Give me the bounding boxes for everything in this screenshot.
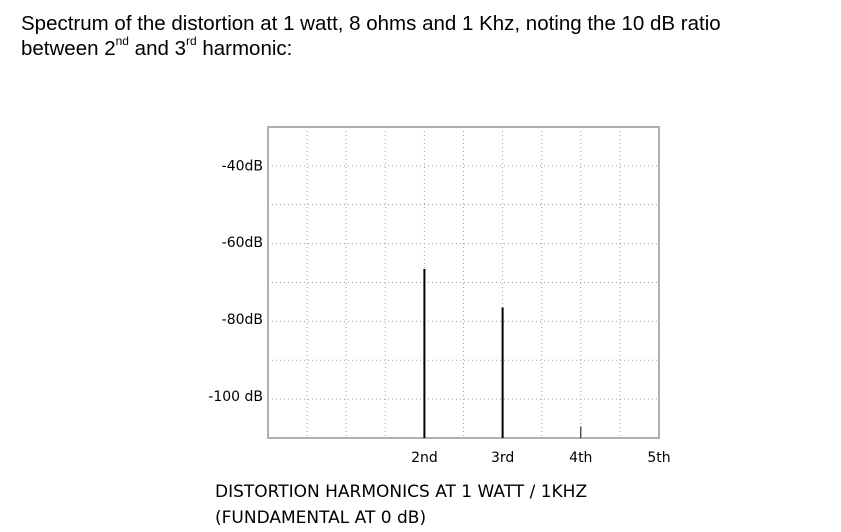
y-tick-label: -100 dB (208, 389, 263, 405)
heading-line-2-suffix: harmonic: (196, 37, 293, 60)
x-tick-label-2nd: 2nd (411, 450, 438, 466)
heading-line-2-mid: and 3 (128, 37, 186, 60)
y-tick-label: -60dB (222, 235, 263, 251)
chart-heading: Spectrum of the distortion at 1 watt, 8 … (21, 11, 831, 61)
heading-line-2-prefix: between 2 (21, 37, 116, 60)
x-tick-label-3rd: 3rd (491, 450, 514, 466)
x-tick-label-5th: 5th (647, 450, 670, 466)
y-tick-label: -40dB (222, 158, 263, 174)
x-axis-title-line-2: (FUNDAMENTAL AT 0 dB) (215, 508, 426, 528)
harmonic-bars (423, 269, 582, 438)
y-tick-label: -80dB (222, 312, 263, 328)
y-axis-labels: -40dB -60dB -80dB -100 dB (208, 158, 263, 404)
x-axis-title-line-1: DISTORTION HARMONICS AT 1 WATT / 1KHZ (215, 482, 587, 502)
x-axis-labels: 2nd 3rd 4th 5th (411, 450, 671, 466)
superscript-rd: rd (185, 34, 197, 49)
heading-line-2: between 2nd and 3rd harmonic: (21, 34, 831, 61)
x-tick-label-4th: 4th (569, 450, 592, 466)
heading-line-1: Spectrum of the distortion at 1 watt, 8 … (21, 12, 721, 35)
superscript-nd: nd (115, 34, 129, 49)
